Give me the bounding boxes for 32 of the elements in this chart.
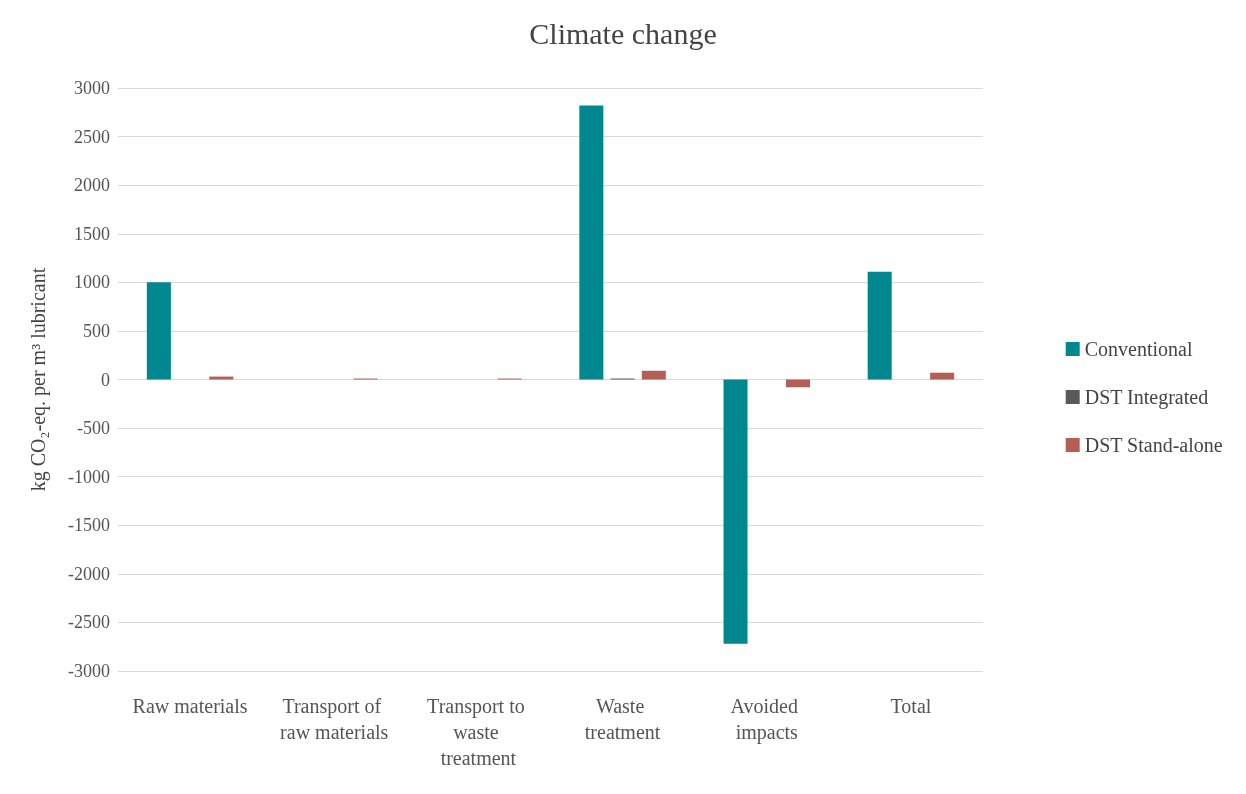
legend-label: DST Integrated xyxy=(1084,386,1209,409)
legend-label: Conventional xyxy=(1084,338,1193,360)
bar xyxy=(723,379,748,644)
x-tick-label: Transport of raw materials xyxy=(280,695,389,743)
y-tick-label: -2000 xyxy=(68,563,110,584)
y-tick-label: 2500 xyxy=(74,126,110,147)
x-tick-label: Waste treatment xyxy=(584,695,661,743)
bar xyxy=(146,282,171,380)
bar xyxy=(867,271,892,380)
y-tick-label: -3000 xyxy=(68,661,110,681)
y-tick-label: 1500 xyxy=(74,223,110,244)
y-axis-title: kg CO₂-eq. per m³ lubricant xyxy=(27,267,50,492)
bar xyxy=(641,370,666,380)
x-tick-label: Total xyxy=(890,695,932,717)
y-tick-label: 500 xyxy=(83,320,110,341)
y-tick-label: -2500 xyxy=(68,612,110,633)
y-tick-label: 1000 xyxy=(74,272,110,293)
y-tick-label: 0 xyxy=(101,369,110,390)
bar xyxy=(930,372,955,380)
y-tick-label: 3000 xyxy=(74,78,110,98)
x-tick-label: Raw materials xyxy=(132,695,248,717)
x-tick-label: Avoided impacts xyxy=(730,695,803,744)
y-tick-label: -1000 xyxy=(68,466,110,487)
chart-title: Climate change xyxy=(529,16,717,50)
bar xyxy=(209,376,234,380)
y-tick-label: -500 xyxy=(77,418,110,439)
x-tick-label: Transport to waste treatment xyxy=(427,695,530,769)
y-tick-label: 2000 xyxy=(74,175,110,196)
y-tick-label: -1500 xyxy=(68,515,110,536)
legend-label: DST Stand-alone xyxy=(1084,434,1223,456)
bar xyxy=(579,105,604,380)
bar xyxy=(785,379,810,388)
